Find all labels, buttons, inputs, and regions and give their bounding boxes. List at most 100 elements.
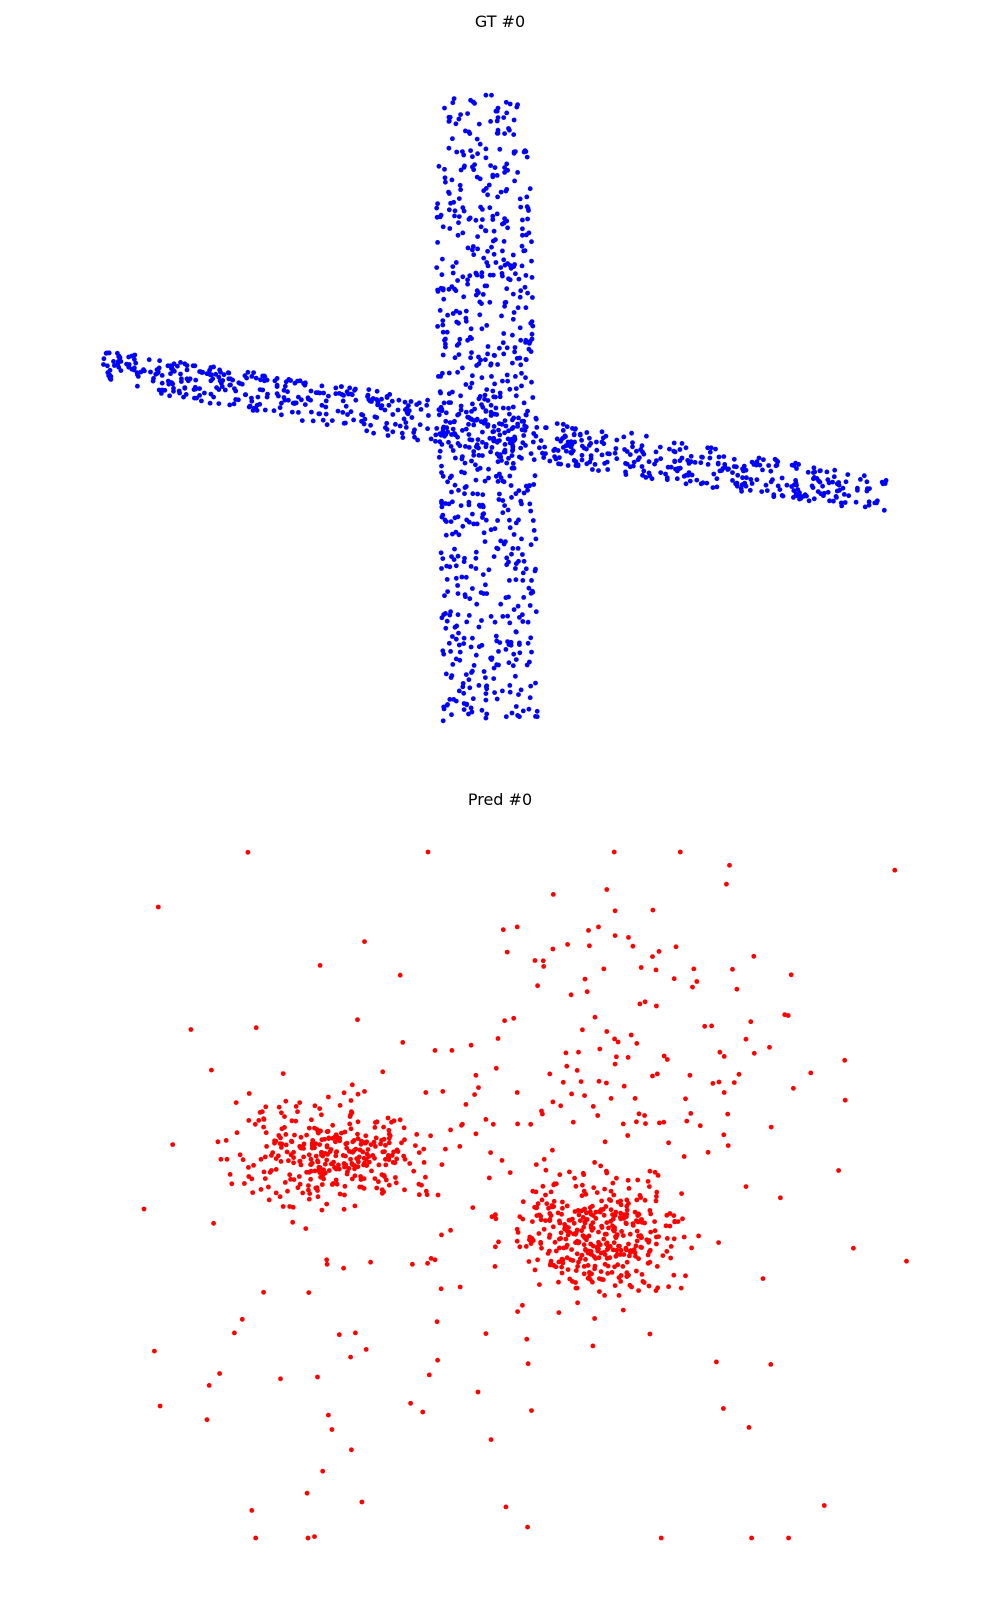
scatter-point	[598, 1269, 604, 1274]
scatter-point	[646, 459, 652, 465]
scatter-point	[501, 351, 507, 357]
scatter-point	[624, 1203, 630, 1209]
scatter-point	[504, 345, 510, 351]
scatter-point	[569, 1091, 574, 1097]
scatter-point	[465, 245, 471, 251]
scatter-point	[646, 1283, 652, 1289]
scatter-point	[679, 455, 685, 461]
scatter-point	[521, 595, 527, 600]
scatter-point	[715, 461, 721, 467]
scatter-point	[511, 150, 517, 156]
scatter-point	[741, 463, 747, 469]
scatter-point	[558, 438, 564, 444]
scatter-point	[647, 1184, 652, 1189]
scatter-point	[435, 289, 441, 294]
scatter-point	[648, 1211, 654, 1217]
scatter-point	[461, 152, 467, 158]
scatter-point	[521, 558, 527, 564]
scatter-point	[442, 166, 447, 172]
scatter-point	[707, 449, 713, 455]
scatter-point	[534, 708, 540, 714]
scatter-point	[721, 1090, 727, 1095]
scatter-point	[589, 1227, 595, 1233]
scatter-point	[221, 372, 227, 378]
scatter-point	[425, 426, 430, 432]
scatter-point	[516, 415, 521, 421]
scatter-point	[453, 288, 459, 294]
scatter-point	[572, 1209, 578, 1214]
scatter-point	[743, 1036, 749, 1042]
scatter-point	[498, 538, 504, 544]
scatter-point	[791, 488, 797, 493]
scatter-point	[584, 446, 589, 452]
scatter-point	[604, 1080, 609, 1086]
scatter-point	[503, 99, 509, 105]
scatter-point	[306, 1183, 311, 1188]
scatter-point	[255, 394, 261, 400]
scatter-point	[440, 352, 446, 358]
scatter-point	[171, 361, 177, 367]
scatter-point	[796, 462, 801, 467]
scatter-point	[604, 1029, 610, 1034]
scatter-point	[653, 967, 659, 973]
scatter-point	[503, 299, 509, 305]
scatter-point	[450, 426, 456, 432]
scatter-point	[497, 345, 502, 351]
scatter-point	[324, 1201, 330, 1207]
scatter-point	[599, 429, 605, 435]
scatter-point	[342, 1164, 347, 1170]
scatter-point	[442, 433, 447, 439]
scatter-point	[486, 567, 492, 573]
scatter-point	[442, 593, 447, 599]
scatter-point	[308, 1156, 314, 1162]
scatter-point	[312, 1103, 318, 1109]
scatter-point	[291, 1177, 297, 1182]
scatter-point	[326, 1168, 332, 1173]
scatter-point	[571, 431, 577, 437]
scatter-point	[473, 444, 479, 450]
scatter-point	[482, 419, 488, 424]
scatter-point	[502, 131, 507, 137]
scatter-point	[498, 189, 504, 195]
scatter-point	[401, 416, 407, 422]
scatter-point	[644, 433, 649, 439]
scatter-point	[620, 1264, 626, 1269]
scatter-point	[476, 683, 482, 688]
scatter-point	[516, 692, 521, 697]
scatter-point	[788, 972, 794, 978]
scatter-point	[614, 1054, 619, 1060]
scatter-point	[355, 1164, 361, 1170]
scatter-point	[453, 529, 459, 535]
scatter-point	[276, 1153, 281, 1159]
scatter-point	[633, 1253, 638, 1259]
scatter-point	[473, 270, 479, 276]
scatter-point	[433, 432, 439, 438]
scatter-point	[495, 194, 500, 200]
scatter-point	[498, 601, 504, 607]
scatter-point	[494, 451, 500, 457]
scatter-point	[439, 1162, 445, 1167]
scatter-point	[561, 435, 567, 440]
scatter-point	[450, 264, 456, 269]
scatter-point	[717, 1049, 723, 1055]
scatter-point	[636, 1288, 641, 1293]
scatter-point	[665, 464, 671, 470]
scatter-point	[515, 421, 520, 427]
scatter-point	[511, 651, 517, 657]
scatter-point	[588, 1211, 594, 1217]
scatter-point	[653, 1198, 659, 1204]
scatter-point	[543, 425, 549, 431]
scatter-point	[507, 127, 512, 133]
pred-panel: Pred #0	[0, 790, 1000, 1600]
scatter-point	[450, 531, 455, 537]
scatter-point	[671, 1236, 677, 1242]
scatter-point	[470, 696, 476, 702]
scatter-point	[357, 1147, 363, 1153]
scatter-point	[411, 1168, 417, 1174]
scatter-point	[548, 1189, 554, 1195]
scatter-point	[446, 501, 452, 507]
scatter-point	[608, 1096, 614, 1101]
scatter-point	[453, 455, 458, 461]
scatter-point	[475, 467, 480, 472]
scatter-point	[483, 228, 489, 234]
